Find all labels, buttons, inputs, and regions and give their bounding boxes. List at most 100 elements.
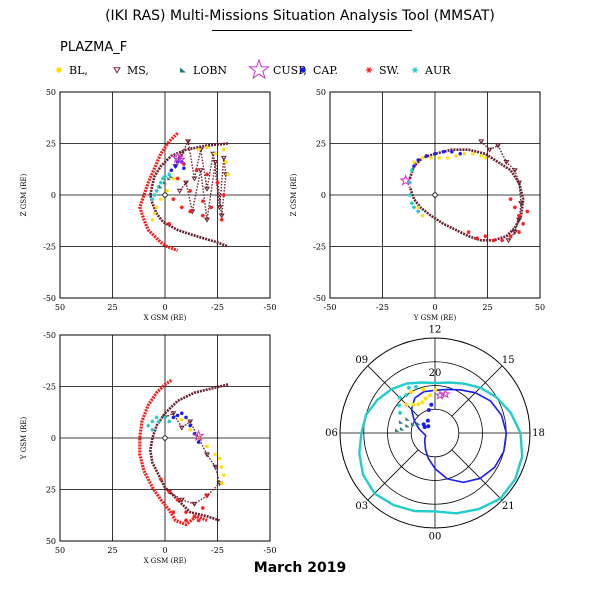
data-point (407, 180, 412, 185)
data-point (188, 428, 192, 432)
data-point (185, 139, 192, 145)
y-tick-label: 25 (316, 140, 326, 149)
legend-label: SW. (379, 63, 400, 77)
data-point (466, 230, 471, 235)
series-ms (149, 383, 229, 522)
data-point (224, 160, 228, 164)
series-cusp (192, 429, 205, 442)
data-point (409, 168, 414, 173)
data-point (178, 497, 185, 503)
data-point (158, 185, 163, 189)
legend-glyph (180, 67, 186, 73)
y-axis-label: Z GSM (RE) (20, 173, 28, 216)
data-point (521, 221, 526, 226)
data-point (409, 389, 414, 394)
data-point (219, 217, 224, 222)
data-point (200, 213, 205, 218)
polar-panel: 12 15 18 21 00 03 06 09 20 (325, 324, 545, 542)
data-point (175, 176, 180, 181)
series-cap (412, 149, 462, 168)
polar-series-aur (397, 384, 419, 416)
data-point (398, 420, 404, 424)
polar-spoke (451, 365, 503, 417)
y-tick-label: -50 (313, 294, 326, 303)
polar-series-cap (421, 402, 434, 430)
data-point (191, 501, 198, 507)
data-point (176, 188, 183, 194)
data-point (184, 510, 188, 515)
data-point (179, 205, 184, 210)
data-point (154, 205, 159, 210)
data-point (171, 510, 176, 515)
series-sw (138, 378, 208, 527)
data-point (454, 154, 458, 158)
data-point (165, 189, 169, 193)
data-point (167, 419, 172, 424)
data-point (175, 413, 180, 418)
data-point (405, 423, 410, 428)
data-point (187, 419, 194, 425)
y-tick-label: 50 (316, 88, 326, 97)
data-point (205, 172, 209, 177)
data-point (167, 172, 172, 177)
x-tick-label: 50 (55, 546, 65, 555)
polar-hour-label: 12 (429, 324, 442, 335)
data-point (158, 180, 163, 185)
legend-label: AUR (425, 63, 451, 77)
data-point (171, 415, 176, 420)
x-tick-label: -50 (324, 303, 337, 312)
data-point (483, 156, 488, 160)
x-tick-label: 0 (162, 546, 167, 555)
polar-series-cusp (434, 388, 451, 400)
trajectory-loops (174, 139, 227, 220)
x-axis-label: X GSM (RE) (144, 314, 187, 322)
legend-label: MS, (127, 63, 149, 77)
oval-trace (410, 388, 508, 484)
data-point (146, 423, 151, 428)
x-axis-label: X GSM (RE) (144, 557, 187, 565)
data-point (204, 452, 210, 458)
data-point (222, 473, 226, 477)
earth-marker (162, 435, 168, 441)
legend-item-aur: AUR (408, 60, 451, 80)
data-point (511, 230, 518, 235)
y-tick-label: 25 (46, 140, 56, 149)
legend-marker-icon (113, 67, 121, 74)
trajectory-line (138, 378, 208, 527)
data-point (421, 387, 426, 392)
y-tick-label: 50 (46, 88, 56, 97)
series-sw (138, 132, 179, 253)
legend-label: CAP. (313, 63, 339, 77)
y-tick-label: 0 (51, 191, 56, 200)
legend-glyph (412, 67, 418, 73)
data-point (425, 418, 430, 423)
polar-series-lobn (394, 417, 421, 432)
data-point (437, 156, 441, 160)
data-point (184, 415, 188, 420)
yz-panel: -50 -25 0 25 50 50 25 0 -25 -50 Y GSM (RE) Z GSM (R… (290, 88, 545, 322)
data-point (445, 156, 450, 160)
series-aur (407, 168, 421, 214)
data-point (188, 188, 193, 193)
data-point (173, 164, 178, 168)
data-point (163, 174, 167, 179)
series-ms (172, 139, 229, 223)
y-tick-label: -25 (43, 243, 56, 252)
data-point (180, 411, 184, 416)
data-point (197, 168, 204, 174)
y-tick-label: -25 (43, 383, 56, 392)
data-point (150, 427, 155, 432)
series-sw (167, 162, 226, 226)
trajectory-line (138, 132, 179, 253)
data-point (205, 493, 209, 498)
x-tick-label: -25 (211, 303, 224, 312)
data-point (173, 153, 186, 166)
data-point (200, 199, 205, 204)
data-point (405, 417, 410, 421)
legend-marker-icon (366, 67, 372, 73)
data-point (220, 155, 227, 161)
data-point (512, 205, 517, 210)
x-tick-label: -50 (264, 546, 277, 555)
data-point (458, 152, 462, 156)
